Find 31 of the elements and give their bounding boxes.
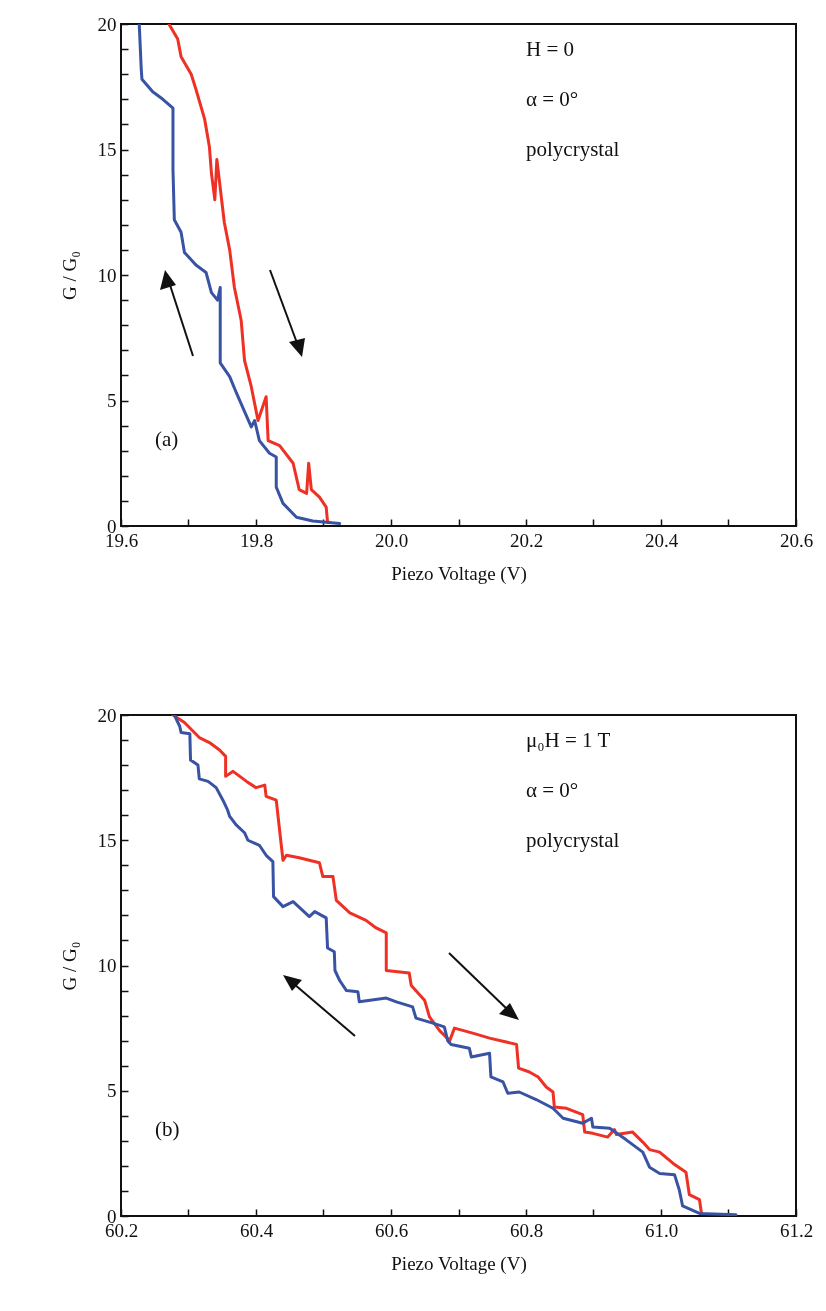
y-tick-label: 20 xyxy=(97,704,117,726)
y-tick-label: 5 xyxy=(107,1080,117,1102)
x-tick-label: 19.8 xyxy=(239,529,274,551)
y-axis-title: G / G₀ xyxy=(58,251,80,300)
annotation: α = 0° xyxy=(526,778,579,802)
y-tick-label: 20 xyxy=(97,13,117,35)
x-tick-label: 20.4 xyxy=(644,529,679,551)
x-axis-title: Piezo Voltage (V) xyxy=(391,562,527,585)
y-tick-label: 10 xyxy=(97,955,117,976)
annotation: α = 0° xyxy=(526,87,579,111)
annotation: polycrystal xyxy=(526,828,620,852)
annotation: (a) xyxy=(155,427,179,451)
x-tick-label: 60.6 xyxy=(374,1219,409,1241)
annotation: polycrystal xyxy=(526,137,620,161)
x-tick-label: 20.0 xyxy=(374,529,409,551)
y-tick-label: 15 xyxy=(97,829,117,851)
x-tick-label: 60.8 xyxy=(509,1219,544,1241)
x-tick-label: 60.4 xyxy=(239,1219,274,1241)
y-tick-label: 15 xyxy=(97,139,117,160)
y-tick-label: 5 xyxy=(107,390,117,411)
x-tick-label: 20.2 xyxy=(509,529,544,551)
x-tick-label: 20.6 xyxy=(779,529,814,551)
y-tick-label: 10 xyxy=(97,264,117,286)
x-axis-title: Piezo Voltage (V) xyxy=(391,1252,527,1275)
annotation: H = 0 xyxy=(526,37,575,61)
annotation: (b) xyxy=(155,1117,180,1141)
line-series xyxy=(137,24,342,525)
x-tick-label: 61.2 xyxy=(779,1219,814,1241)
y-axis-title: G / G₀ xyxy=(58,941,80,991)
x-tick-label: 61.0 xyxy=(644,1219,679,1241)
annotation: μ₀H = 1 T xyxy=(526,728,611,752)
